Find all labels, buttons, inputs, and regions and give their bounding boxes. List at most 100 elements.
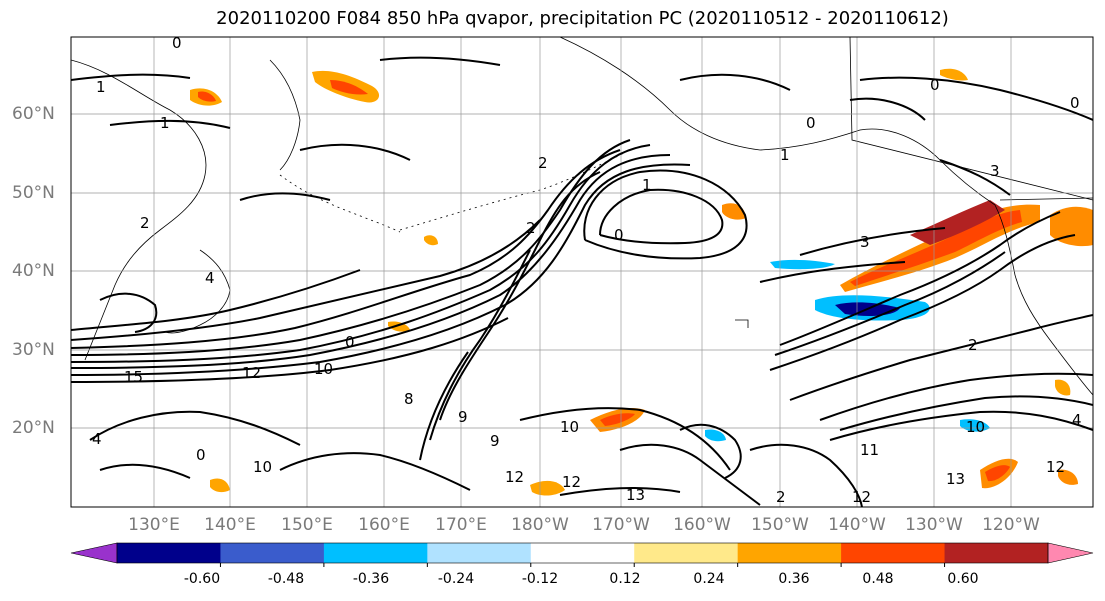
qvapor-contours [71, 56, 1093, 507]
contour-label: 9 [490, 432, 500, 450]
contour-labels: 0 1 1 0 2 0 1 2 0 0 3 1 2 3 2 4 10 15 12… [92, 34, 1082, 506]
contour-label: 0 [172, 34, 182, 52]
gridlines [71, 37, 1093, 507]
contour-label: 2 [776, 488, 786, 506]
lon-label: 140°W [828, 515, 886, 535]
contour-label: 3 [860, 233, 870, 251]
contour-label: 0 [1070, 94, 1080, 112]
contour-label: 0 [196, 446, 206, 464]
contour-label: 3 [990, 162, 1000, 180]
precip-patch-sub-3 [530, 480, 565, 496]
colorbar-tick-label: 0.48 [862, 571, 894, 587]
japan-coast [164, 249, 231, 334]
precip-patch-sub-8 [705, 429, 726, 442]
canada-border [849, 37, 1093, 201]
contour-label: 11 [860, 441, 879, 459]
contour-label: 2 [140, 214, 150, 232]
lon-label: 150°W [751, 515, 809, 535]
lat-label: 30°N [12, 340, 55, 360]
contour-label: 10 [560, 418, 579, 436]
map-title: 2020110200 F084 850 hPa qvapor, precipit… [216, 8, 949, 29]
colorbar [70, 542, 1094, 567]
contour-label: 12 [505, 468, 524, 486]
contour-label: 12 [562, 473, 581, 491]
precip-coastal-orange [1050, 206, 1093, 247]
colorbar-segment [220, 543, 325, 563]
precip-patch-north-5 [940, 68, 968, 81]
lat-label: 50°N [12, 183, 55, 203]
contour-label: 2 [526, 219, 536, 237]
contour-label: 12 [1046, 458, 1065, 476]
colorbar-tick-label: 0.24 [693, 571, 725, 587]
na-west-coast [994, 204, 1093, 396]
colorbar-extend-min [70, 542, 118, 564]
contour-label: 4 [205, 269, 215, 287]
colorbar-tick-label: -0.60 [183, 571, 221, 587]
precip-negative-band-2 [770, 259, 835, 270]
colorbar-segment [530, 543, 635, 563]
hawaii [735, 319, 749, 328]
contour-label: 2 [968, 336, 978, 354]
contour-label: 12 [852, 488, 871, 506]
lon-label: 130°E [128, 515, 180, 535]
colorbar-outline [116, 542, 1049, 564]
precip-patch-sub-9 [210, 478, 230, 493]
colorbar-tick-label: -0.24 [437, 571, 475, 587]
lat-label: 40°N [12, 261, 55, 281]
colorbar-segment [323, 543, 428, 563]
coastlines [71, 37, 1093, 396]
colorbar-tick-label: 0.36 [778, 571, 810, 587]
lon-label: 160°W [673, 515, 731, 535]
precip-patch-sub-5 [985, 465, 1010, 482]
colorbar-segment [737, 543, 842, 563]
contour-label: 12 [242, 364, 261, 382]
colorbar-segment [944, 543, 1049, 563]
colorbar-segment [117, 543, 221, 563]
colorbar-segment [427, 543, 532, 563]
precip-patch-sub-7 [960, 419, 990, 432]
colorbar-tick-label: -0.12 [521, 571, 559, 587]
us-border [999, 197, 1093, 201]
contour-label: 10 [966, 418, 985, 436]
colorbar-tick-label: 0.12 [609, 571, 641, 587]
lon-label: 170°E [435, 515, 487, 535]
colorbar-segment [841, 543, 946, 563]
contour-label: 0 [806, 114, 816, 132]
colorbar-extend-max [1047, 542, 1094, 564]
contour-label: 0 [345, 333, 355, 351]
lon-label: 140°E [204, 515, 256, 535]
precip-patch-north-2 [330, 80, 368, 95]
lon-label: 180°W [511, 515, 569, 535]
colorbar-segment [634, 543, 739, 563]
contour-label: 1 [160, 114, 170, 132]
lat-label: 60°N [12, 104, 55, 124]
contour-label: 13 [626, 486, 645, 504]
map-frame [70, 36, 1094, 508]
lon-label: 130°W [905, 515, 963, 535]
contour-label: 0 [614, 226, 624, 244]
lon-label: 160°E [358, 515, 410, 535]
contour-label: 1 [780, 146, 790, 164]
contour-label: 4 [92, 430, 102, 448]
contour-label: 15 [124, 368, 143, 386]
contour-label: 10 [253, 458, 272, 476]
precip-patch-sub-10 [1055, 379, 1071, 396]
lon-label: 120°W [982, 515, 1040, 535]
colorbar-tick-label: 0.60 [947, 571, 979, 587]
contour-label: 8 [404, 390, 414, 408]
contour-label: 0 [930, 76, 940, 94]
map-background [71, 37, 1093, 507]
contour-label: 2 [538, 154, 548, 172]
contour-label: 1 [642, 176, 652, 194]
lat-label: 20°N [12, 418, 55, 438]
precip-patch-sub-11 [1058, 469, 1078, 485]
contour-label: 13 [946, 470, 965, 488]
precip-patch-sub-13 [424, 235, 438, 246]
lon-label: 170°W [592, 515, 650, 535]
colorbar-tick-label: -0.48 [267, 571, 305, 587]
contour-label: 1 [96, 78, 106, 96]
precip-patch-north-4 [198, 91, 216, 102]
contour-label: 9 [458, 408, 468, 426]
colorbar-tick-label: -0.36 [352, 571, 390, 587]
